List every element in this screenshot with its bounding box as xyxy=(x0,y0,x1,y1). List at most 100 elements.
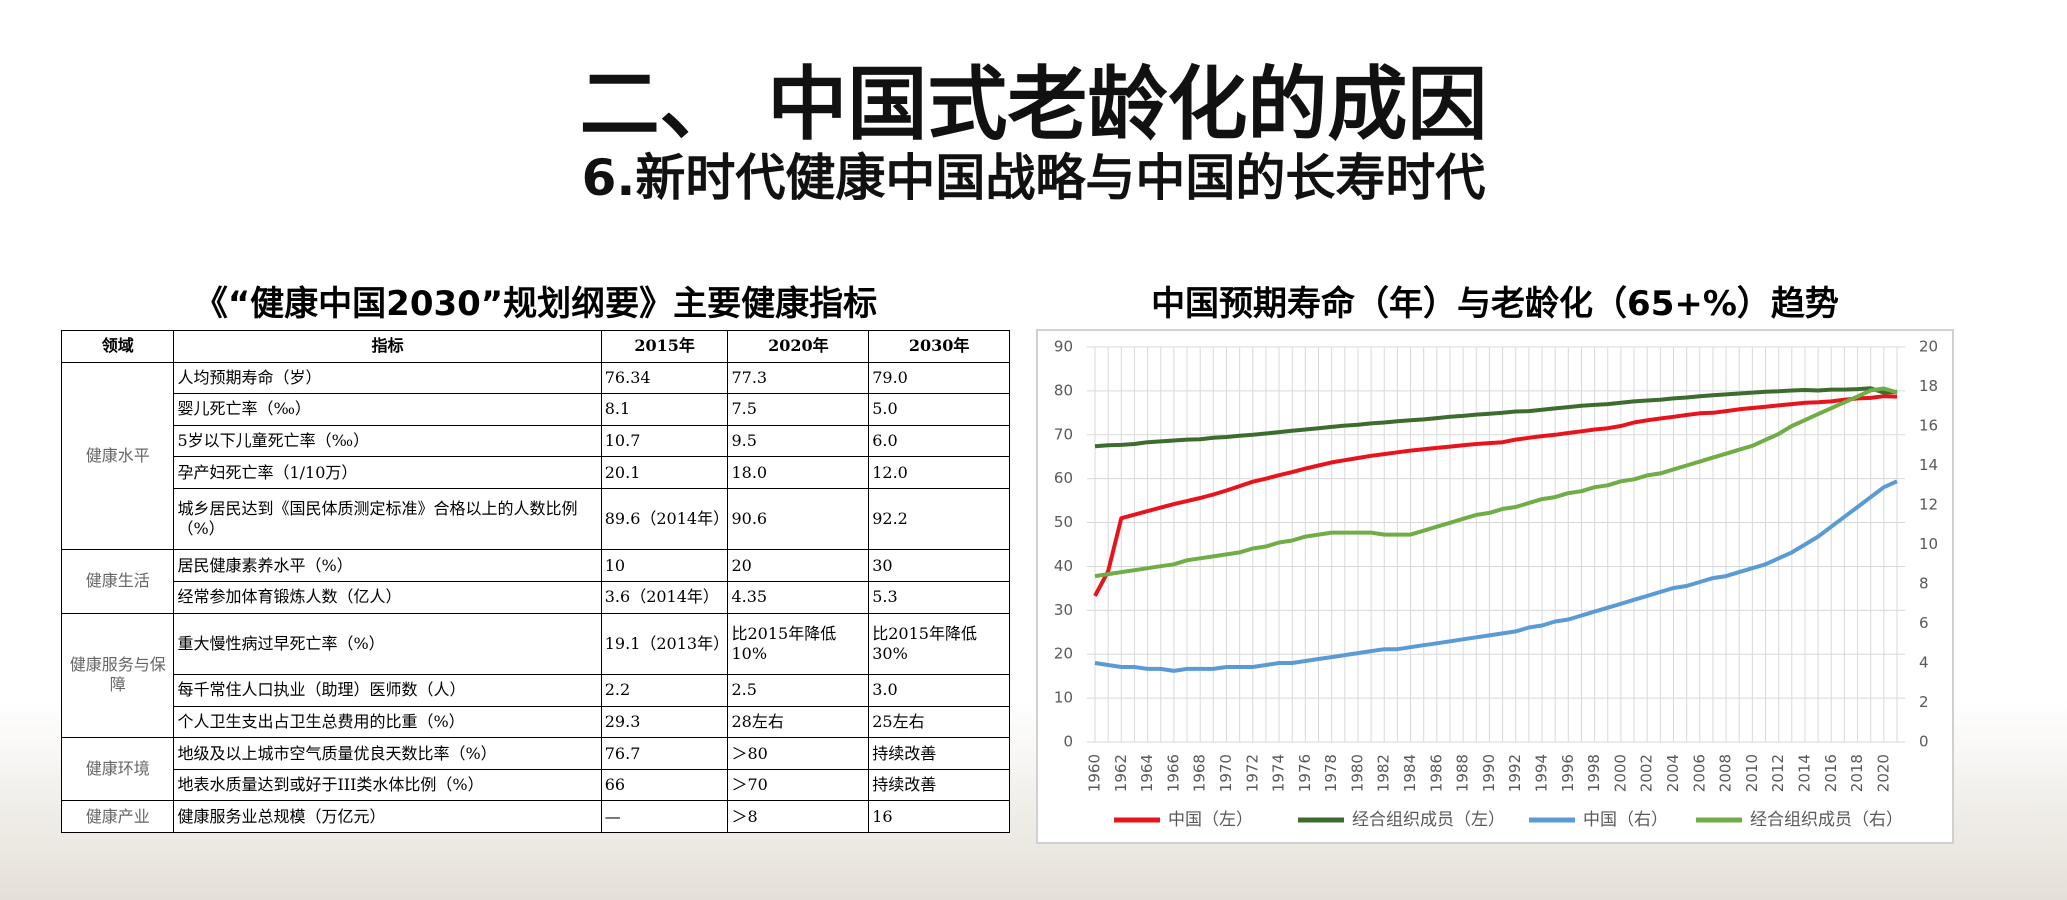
table-cell: 2.2 xyxy=(600,674,729,707)
table-cell: 9.5 xyxy=(727,424,870,458)
table-cell: 婴儿死亡率（‰） xyxy=(173,393,602,426)
table-row: 健康水平 人均预期寿命（岁） 76.34 77.3 79.0 xyxy=(60,361,1010,551)
table-cell: 持续改善 xyxy=(868,768,1010,802)
series-line xyxy=(1093,394,1898,597)
table-cell: 10.7 xyxy=(600,424,729,458)
table-cell: 79.0 xyxy=(868,361,1010,395)
table-cell: 个人卫生支出占卫生总费用的比重（%） xyxy=(173,705,602,739)
subtitle: 6.新时代健康中国战略与中国的长寿时代 xyxy=(581,149,1486,207)
y-tick-label: 50 xyxy=(1054,513,1073,531)
table-cell: 66 xyxy=(600,768,729,802)
y2-tick-label: 20 xyxy=(1919,338,1938,356)
table-cell: ＞70 xyxy=(727,768,870,802)
x-tick-label: 1994 xyxy=(1533,754,1551,792)
table-row: 孕产妇死亡率（1/10万） 20.1 18.0 12.0 xyxy=(62,456,1010,489)
table-cell: 76.7 xyxy=(600,737,729,770)
table-cell: 19.1（2013年） xyxy=(600,612,729,676)
table-cell: — xyxy=(600,800,729,833)
table-cell: 30 xyxy=(868,549,1010,582)
x-tick-label: 1964 xyxy=(1138,754,1156,792)
table-cell: 89.6（2014年） xyxy=(600,487,729,551)
column-header: 指标 xyxy=(173,330,602,363)
table-cell: 地表水质量达到或好于III类水体比例（%） xyxy=(173,768,602,802)
table-cell: ＞8 xyxy=(727,800,870,833)
chart-frame xyxy=(1036,329,1954,844)
table-cell: ＞80 xyxy=(727,737,870,770)
indicator-table: 领域 指标 2015年 2020年 2030年 健康水平 人均预期寿命（岁） 76.34 77.… xyxy=(60,330,1010,833)
table-row: 个人卫生支出占卫生总费用的比重（%） 29.3 28左右 25左右 xyxy=(62,705,1010,739)
y-tick-label: 90 xyxy=(1054,338,1073,356)
x-tick-label: 1984 xyxy=(1401,754,1419,792)
y-tick-label: 10 xyxy=(1054,689,1073,707)
table-row: 每千常住人口执业（助理）医师数（人） 2.2 2.5 3.0 xyxy=(62,674,1010,707)
table-cell: 16 xyxy=(868,800,1010,833)
x-tick-label: 1980 xyxy=(1348,754,1366,792)
x-tick-label: 2018 xyxy=(1848,754,1866,792)
table-cell: 7.5 xyxy=(727,393,870,426)
table-cell: 居民健康素养水平（%） xyxy=(173,549,602,582)
y2-tick-label: 10 xyxy=(1919,535,1938,553)
table-cell: 20.1 xyxy=(600,456,729,489)
x-tick-label: 1972 xyxy=(1243,754,1261,792)
x-tick-label: 2010 xyxy=(1743,754,1761,792)
table-cell: 76.34 xyxy=(600,361,729,395)
y2-tick-label: 6 xyxy=(1919,614,1929,632)
table-cell: 人均预期寿命（岁） xyxy=(173,361,602,395)
y2-tick-label: 2 xyxy=(1919,693,1929,711)
table-cell: 比2015年降低10% xyxy=(727,612,870,676)
table-cell: 8.1 xyxy=(600,393,729,426)
x-tick-label: 1976 xyxy=(1296,754,1314,792)
table-row: 健康环境 地级及以上城市空气质量优良天数比率（%） 76.7 ＞80 持续改善 xyxy=(60,737,1010,802)
x-tick-label: 1998 xyxy=(1585,754,1603,792)
domain-cell: 健康产业 xyxy=(60,800,175,833)
table-cell: 持续改善 xyxy=(868,737,1010,770)
table-cell: 29.3 xyxy=(600,705,729,739)
table-row: 地表水质量达到或好于III类水体比例（%） 66 ＞70 持续改善 xyxy=(62,768,1010,802)
y-tick-label: 70 xyxy=(1054,425,1073,443)
domain-cell: 健康服务与保障 xyxy=(60,612,175,739)
header-row: 领域 指标 2015年 2020年 2030年 xyxy=(60,330,1010,363)
table-cell: 5.0 xyxy=(868,393,1010,426)
x-tick-label: 1968 xyxy=(1191,754,1209,792)
x-tick-label: 2004 xyxy=(1664,754,1682,792)
table-row: 婴儿死亡率（‰） 8.1 7.5 5.0 xyxy=(62,393,1010,426)
x-tick-label: 1990 xyxy=(1480,754,1498,792)
column-header: 2020年 xyxy=(727,330,870,363)
x-tick-label: 1960 xyxy=(1086,754,1104,792)
x-tick-label: 2016 xyxy=(1822,754,1840,792)
y2-tick-label: 12 xyxy=(1919,496,1938,514)
table-row: 健康产业 健康服务业总规模（万亿元） — ＞8 16 xyxy=(60,800,1010,833)
y-tick-label: 30 xyxy=(1054,601,1073,619)
y-tick-label: 0 xyxy=(1063,733,1073,751)
x-tick-label: 1978 xyxy=(1322,754,1340,792)
y-tick-label: 40 xyxy=(1054,557,1073,575)
x-tick-label: 1962 xyxy=(1112,754,1130,792)
table-cell: 92.2 xyxy=(868,487,1010,551)
x-tick-label: 1966 xyxy=(1164,754,1182,792)
table-cell: 3.0 xyxy=(868,674,1010,707)
x-tick-label: 1974 xyxy=(1270,754,1288,792)
title: 二、 中国式老龄化的成因 xyxy=(579,58,1488,151)
table-title: 《“健康中国2030”规划纲要》主要健康指标 xyxy=(193,284,878,324)
table-row: 健康服务与保障 重大慢性病过早死亡率（%） 19.1（2013年） 比2015年降低1… xyxy=(60,612,1010,739)
table-cell: 6.0 xyxy=(868,424,1010,458)
legend-label: 经合组织成员（左） xyxy=(1352,810,1505,830)
legend-label: 经合组织成员（右） xyxy=(1750,810,1903,830)
table-cell: 5岁以下儿童死亡率（‰） xyxy=(173,424,602,458)
y-tick-label: 20 xyxy=(1054,645,1073,663)
domain-cell: 健康生活 xyxy=(60,549,175,614)
table-cell: 25左右 xyxy=(868,705,1010,739)
legend-label: 中国（右） xyxy=(1583,810,1668,830)
series-line xyxy=(1094,479,1898,673)
table-cell: 每千常住人口执业（助理）医师数（人） xyxy=(173,674,602,707)
table-cell: 20 xyxy=(727,549,870,582)
x-tick-label: 1982 xyxy=(1375,754,1393,792)
x-tick-label: 2020 xyxy=(1874,754,1892,792)
y2-tick-label: 0 xyxy=(1919,733,1929,751)
table-cell: 18.0 xyxy=(727,456,870,489)
column-header: 领域 xyxy=(60,330,175,363)
table-row: 城乡居民达到《国民体质测定标准》合格以上的人数比例（%） 89.6（2014年） 9… xyxy=(62,487,1010,551)
x-tick-label: 2008 xyxy=(1717,754,1735,792)
